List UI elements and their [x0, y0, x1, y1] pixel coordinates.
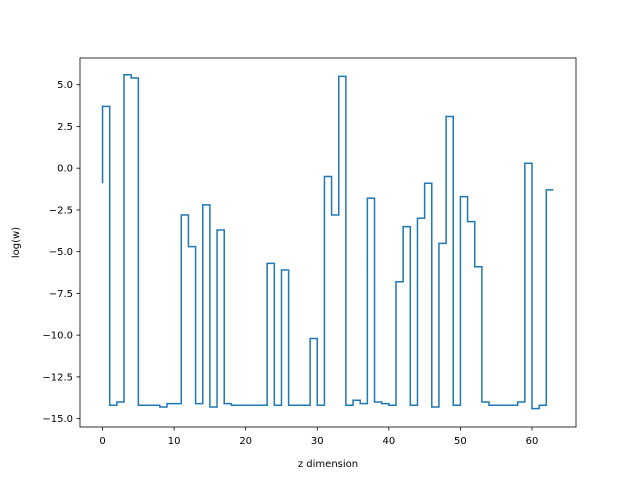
y-axis-ticks: −15.0 −12.5 −10.0 −7.5 −5.0 −2.5 0.0 2.5 5.0 [42, 80, 80, 425]
y-tick-label: −7.5 [49, 289, 73, 300]
y-tick-label: −2.5 [49, 205, 73, 216]
y-tick-label: 0.0 [57, 164, 73, 175]
x-tick-label: 10 [168, 436, 181, 447]
x-axis-ticks: 0 10 20 30 40 50 60 [99, 427, 538, 447]
y-axis-label: log(w) [11, 227, 22, 258]
x-tick-label: 50 [454, 436, 467, 447]
y-tick-label: −12.5 [42, 372, 73, 383]
x-tick-label: 0 [99, 436, 105, 447]
x-tick-label: 30 [311, 436, 324, 447]
plot-frame [79, 57, 577, 428]
series-line [101, 73, 554, 410]
y-tick-label: −10.0 [42, 331, 73, 342]
x-tick-label: 60 [526, 436, 539, 447]
x-axis-label: z dimension [298, 459, 358, 470]
y-tick-label: 5.0 [57, 80, 73, 91]
y-tick-label: −15.0 [42, 414, 73, 425]
x-tick-label: 20 [239, 436, 252, 447]
y-tick-label: −5.0 [49, 247, 73, 258]
x-tick-label: 40 [382, 436, 395, 447]
y-tick-label: 2.5 [57, 122, 73, 133]
